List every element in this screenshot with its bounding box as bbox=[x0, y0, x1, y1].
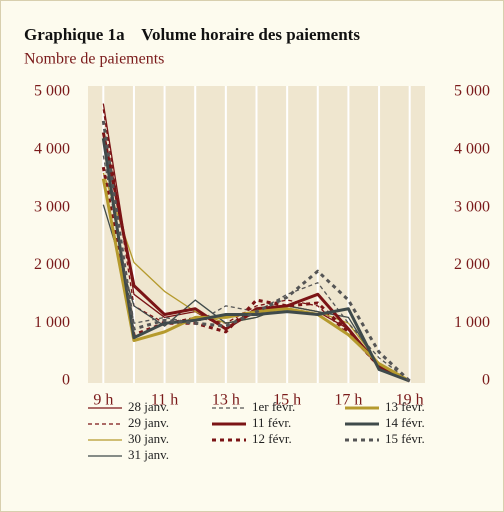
legend-label: 28 janv. bbox=[128, 399, 169, 414]
y2-tick-label: 2 000 bbox=[454, 256, 490, 273]
legend-label: 15 févr. bbox=[385, 431, 425, 446]
series-line bbox=[102, 155, 411, 382]
series-line bbox=[101, 138, 411, 383]
legend-label: 29 janv. bbox=[128, 415, 169, 430]
y-tick-label: 2 000 bbox=[34, 256, 70, 273]
y-tick-label: 4 000 bbox=[34, 140, 70, 157]
y2-tick-label: 0 bbox=[482, 372, 490, 389]
y2-tick-label: 1 000 bbox=[454, 314, 490, 331]
x-tick-label: 15 h bbox=[273, 392, 301, 409]
y-tick-label: 5 000 bbox=[34, 83, 70, 100]
legend-label: 14 févr. bbox=[385, 415, 425, 430]
legend-label: 30 janv. bbox=[128, 431, 169, 446]
chart-subtitle: Nombre de paiements bbox=[24, 51, 164, 68]
y-tick-label: 1 000 bbox=[34, 314, 70, 331]
legend-label: 1er févr. bbox=[252, 399, 295, 414]
x-tick-label: 19 h bbox=[396, 392, 424, 409]
y2-tick-label: 3 000 bbox=[454, 198, 490, 215]
legend-label: 12 févr. bbox=[252, 431, 292, 446]
x-tick-label: 17 h bbox=[334, 392, 362, 409]
legend-label: 31 janv. bbox=[128, 447, 169, 462]
y-tick-label: 3 000 bbox=[34, 198, 70, 215]
y-tick-label: 0 bbox=[62, 372, 70, 389]
series-line bbox=[101, 120, 411, 383]
x-tick-label: 13 h bbox=[212, 392, 240, 409]
legend-label: 11 févr. bbox=[252, 415, 291, 430]
y2-tick-label: 5 000 bbox=[454, 83, 490, 100]
x-tick-label: 11 h bbox=[151, 392, 178, 409]
y2-tick-label: 4 000 bbox=[454, 140, 490, 157]
x-tick-label: 9 h bbox=[93, 392, 113, 409]
chart-title: Graphique 1a Volume horaire des paiement… bbox=[24, 25, 360, 44]
legend-label: 13 févr. bbox=[385, 399, 425, 414]
